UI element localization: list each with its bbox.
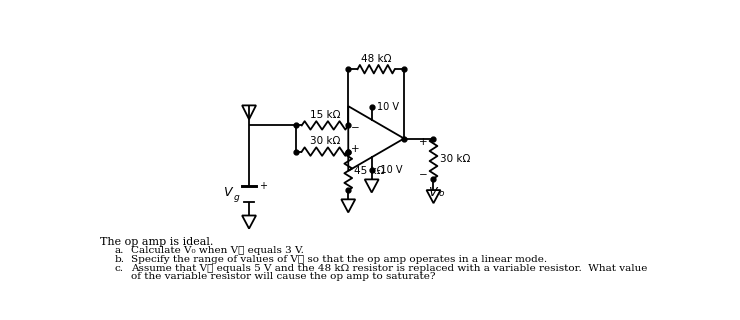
Text: 30 kΩ: 30 kΩ: [310, 136, 340, 146]
Text: g: g: [233, 193, 239, 202]
Text: 45 kΩ: 45 kΩ: [354, 166, 385, 176]
Text: +: +: [259, 181, 267, 191]
Text: 48 kΩ: 48 kΩ: [361, 54, 391, 64]
Text: a.: a.: [114, 246, 124, 255]
Text: of the variable resistor will cause the op amp to saturate?: of the variable resistor will cause the …: [131, 273, 436, 282]
Text: 30 kΩ: 30 kΩ: [440, 154, 471, 164]
Text: 10 V: 10 V: [377, 102, 399, 112]
Text: +: +: [351, 143, 360, 154]
Text: +: +: [419, 137, 427, 147]
Text: V: V: [223, 186, 232, 199]
Text: -10 V: -10 V: [377, 165, 403, 175]
Text: Assume that V⁧ equals 5 V and the 48 kΩ resistor is replaced with a variable res: Assume that V⁧ equals 5 V and the 48 kΩ …: [131, 264, 648, 273]
Text: c.: c.: [114, 264, 123, 273]
Text: −: −: [419, 171, 427, 180]
Text: Calculate V₀ when V⁧ equals 3 V.: Calculate V₀ when V⁧ equals 3 V.: [131, 246, 304, 255]
Text: 15 kΩ: 15 kΩ: [310, 110, 340, 120]
Text: o: o: [439, 189, 444, 198]
Text: V: V: [428, 186, 436, 199]
Text: −: −: [351, 124, 360, 133]
Text: The op amp is ideal.: The op amp is ideal.: [100, 237, 214, 247]
Text: b.: b.: [114, 255, 124, 264]
Text: Specify the range of values of V⁧ so that the op amp operates in a linear mode.: Specify the range of values of V⁧ so tha…: [131, 255, 548, 264]
